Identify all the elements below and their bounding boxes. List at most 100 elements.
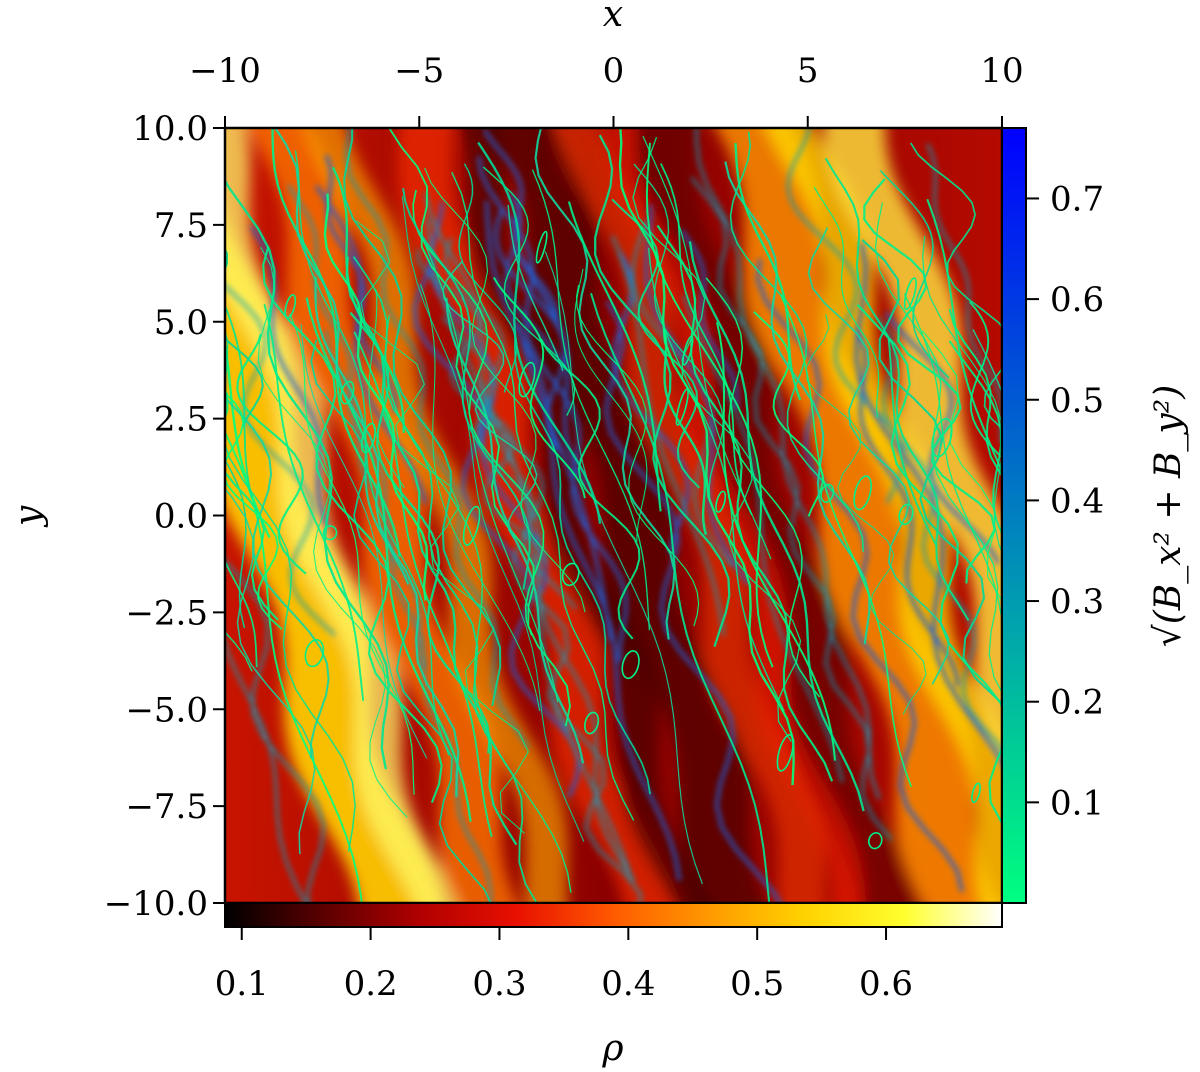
- density-band: [247, 128, 518, 903]
- streamline-island: [518, 361, 536, 398]
- density-colorbar: 0.1 0.2 0.3 0.4 0.5 0.6: [215, 902, 1003, 1004]
- streamline: [516, 324, 613, 642]
- x-tick-label: 0: [603, 51, 625, 91]
- streamline: [663, 329, 708, 535]
- y-axis-label: y: [8, 505, 49, 528]
- y-tick-label: −5.0: [125, 690, 208, 730]
- streamline-island: [868, 832, 883, 850]
- streamline: [779, 294, 913, 788]
- streamline: [734, 143, 802, 401]
- density-band: [822, 128, 1002, 758]
- density-tick-label: 0.2: [344, 964, 398, 1004]
- streamline-island: [931, 417, 953, 458]
- field-colorbar: 0.1 0.2 0.3 0.4 0.5 0.6 0.7: [1001, 127, 1104, 904]
- density-tick-label: 0.1: [215, 964, 269, 1004]
- streamline: [688, 241, 865, 812]
- streamline-island: [304, 639, 325, 668]
- field-tick-label: 0.1: [1050, 783, 1104, 823]
- streamline-island: [971, 782, 981, 804]
- x-tick-label: 5: [797, 51, 819, 91]
- density-colorbar-label: ρ: [601, 1028, 623, 1069]
- streamline: [305, 297, 472, 822]
- streamline: [444, 237, 577, 610]
- streamline: [611, 250, 690, 554]
- streamline: [863, 178, 996, 584]
- streamline-island: [284, 294, 297, 319]
- field-tick-label: 0.2: [1050, 683, 1104, 723]
- streamline-island: [561, 562, 580, 587]
- streamline: [352, 256, 538, 903]
- density-colorbar-frame: [224, 902, 1003, 928]
- streamline: [420, 233, 559, 703]
- streamline: [679, 229, 739, 409]
- streamline: [861, 239, 1002, 705]
- streamline: [225, 430, 363, 903]
- field-colorbar-frame: [1001, 127, 1027, 904]
- density-tick-label: 0.3: [472, 964, 526, 1004]
- streamline: [225, 303, 253, 498]
- streamline: [903, 293, 1002, 625]
- streamline: [343, 128, 502, 706]
- field-colorbar-label: √(B_x² + B_y²): [1148, 385, 1189, 648]
- density-band: [459, 128, 711, 903]
- streamline: [442, 261, 538, 540]
- streamline: [659, 163, 753, 516]
- streamline-island: [322, 525, 338, 541]
- streamline: [644, 204, 751, 586]
- streamline: [225, 639, 307, 903]
- streamline: [388, 128, 571, 727]
- y-tick-label: 7.5: [154, 206, 208, 246]
- streamline: [690, 176, 893, 841]
- y-axis: 10.0 7.5 5.0 2.5 0.0 −2.5 −5.0 −7.5 −10.0: [104, 109, 225, 924]
- streamline: [807, 227, 950, 685]
- streamline: [419, 284, 541, 712]
- streamline-island: [682, 335, 694, 366]
- streamline: [225, 395, 330, 759]
- streamline: [876, 316, 1002, 752]
- streamline: [604, 300, 782, 903]
- streamline: [262, 246, 443, 803]
- streamline: [574, 268, 648, 543]
- streamline: [424, 167, 586, 613]
- field-tick-label: 0.6: [1050, 280, 1104, 320]
- density-tick-label: 0.5: [730, 964, 784, 1004]
- streamline: [225, 328, 356, 852]
- streamline: [445, 297, 585, 764]
- streamline: [632, 136, 802, 742]
- streamline: [576, 284, 700, 627]
- streamline-island: [675, 388, 689, 426]
- streamline: [263, 304, 365, 701]
- streamline: [594, 134, 731, 648]
- streamline: [289, 313, 415, 795]
- streamline: [323, 193, 429, 601]
- streamline: [484, 200, 682, 881]
- streamline: [611, 198, 701, 489]
- streamline-island: [715, 490, 727, 513]
- streamline-island: [853, 475, 872, 511]
- streamline-island: [621, 650, 640, 680]
- streamline: [567, 201, 662, 512]
- streamline: [879, 169, 950, 379]
- streamline: [300, 324, 428, 759]
- y-tick-label: −10.0: [104, 884, 208, 924]
- streamline: [874, 202, 1002, 694]
- streamline: [544, 251, 703, 885]
- streamline: [724, 161, 871, 645]
- streamline: [856, 304, 1002, 825]
- streamline: [225, 337, 271, 539]
- streamline: [590, 292, 771, 903]
- streamline: [926, 198, 1002, 475]
- streamline-island: [820, 483, 835, 503]
- streamline: [813, 186, 880, 418]
- density-band: [764, 128, 1002, 903]
- field-colorbar-fill: [1002, 128, 1026, 903]
- streamline: [225, 458, 247, 629]
- field-tick-label: 0.5: [1050, 381, 1104, 421]
- streamline-island: [462, 505, 481, 546]
- streamline-island: [584, 711, 600, 735]
- density-tick-label: 0.6: [859, 964, 913, 1004]
- streamline: [356, 220, 529, 834]
- streamline: [507, 204, 564, 372]
- streamline-island: [776, 734, 794, 772]
